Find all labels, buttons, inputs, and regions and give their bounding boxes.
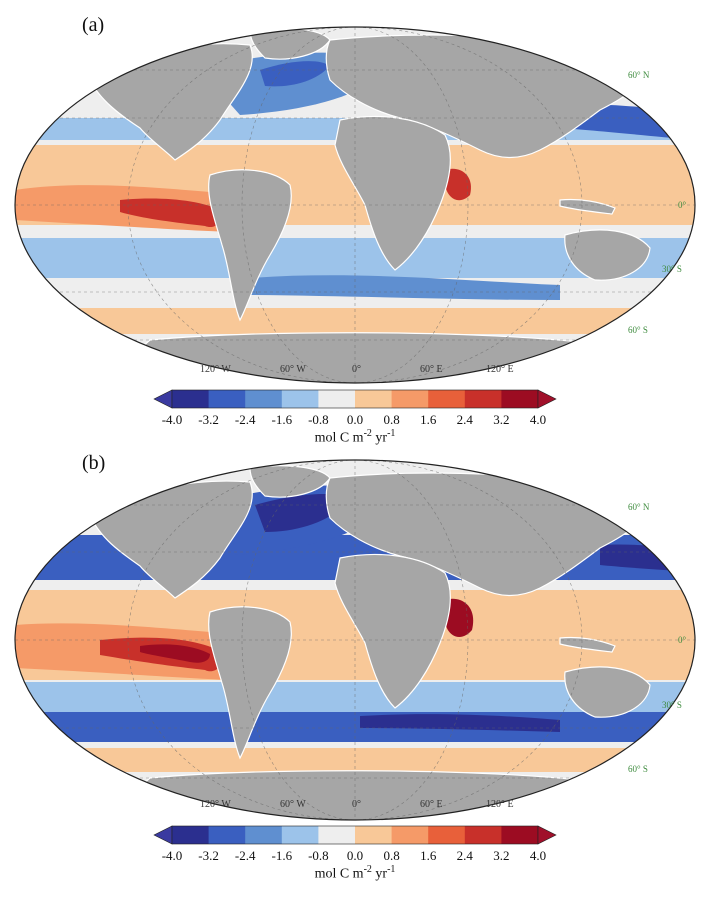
lat-label: 30° S bbox=[662, 700, 682, 710]
colorbar-tick-label: -0.8 bbox=[308, 412, 329, 427]
southern-ocean-sink bbox=[250, 275, 560, 300]
colorbar-swatch bbox=[318, 390, 356, 408]
south-america bbox=[208, 606, 292, 760]
colorbar-swatch bbox=[501, 826, 539, 844]
lat-label: 60° N bbox=[628, 70, 650, 80]
colorbar-under-arrow bbox=[153, 389, 173, 409]
lon-label: 120° W bbox=[200, 799, 231, 810]
lon-label: 120° E bbox=[486, 799, 514, 810]
lon-label: 120° W bbox=[200, 364, 231, 375]
colorbar-swatch bbox=[245, 826, 283, 844]
colorbar-swatch bbox=[208, 390, 246, 408]
colorbar-swatch bbox=[391, 826, 429, 844]
colorbar-swatch bbox=[172, 390, 210, 408]
lon-label: 0° bbox=[352, 799, 361, 810]
map-panel-b: 120° W 60° W 0° 60° E 120° E 60° N 0° 30… bbox=[14, 459, 696, 821]
colorbar-under-arrow bbox=[153, 825, 173, 845]
map-panel-a: 120° W 60° W 0° 60° E 120° E 60° N 0° 30… bbox=[14, 26, 696, 384]
colorbar-swatch bbox=[281, 826, 319, 844]
colorbar-b: mol C m-2 yr-1 -4.0 -3.2 -2.4 -1.6 -0.8 0.0 0.… bbox=[150, 824, 560, 882]
colorbar-a: mol C m-2 yr-1 -4.0 -3.2 -2.4 -1.6 -0.8 0.0 0.… bbox=[150, 388, 560, 446]
colorbar-tick-label: -1.6 bbox=[271, 848, 293, 863]
colorbar-tick-label: 0.0 bbox=[346, 848, 364, 863]
equatorial-pacific-core bbox=[120, 198, 222, 228]
indonesia bbox=[559, 636, 616, 653]
colorbar-tick-label: -3.2 bbox=[198, 848, 219, 863]
colorbar-tick-label: -0.8 bbox=[308, 848, 329, 863]
colorbar-tick-label: -3.2 bbox=[198, 412, 219, 427]
colorbar-tick-label: 3.2 bbox=[493, 848, 510, 863]
colorbar-tick-label: -4.0 bbox=[161, 848, 183, 863]
colorbar-tick-label: 0.8 bbox=[383, 848, 400, 863]
lon-label: 60° E bbox=[420, 799, 443, 810]
colorbar-over-arrow bbox=[537, 825, 557, 845]
australia bbox=[564, 229, 651, 281]
colorbar-tick-label: 4.0 bbox=[529, 848, 547, 863]
south-america bbox=[208, 169, 292, 322]
panel-b-label: (b) bbox=[82, 452, 106, 474]
colorbar-tick-label: 1.6 bbox=[420, 412, 437, 427]
north-atlantic-core bbox=[260, 61, 330, 87]
panel-a-label: (a) bbox=[82, 14, 105, 36]
colorbar-swatch bbox=[464, 390, 502, 408]
australia bbox=[564, 666, 651, 718]
lat-label: 60° S bbox=[628, 764, 648, 774]
colorbar-tick-label: 1.6 bbox=[420, 848, 437, 863]
lon-label: 60° W bbox=[280, 364, 306, 375]
colorbar-swatch bbox=[391, 390, 429, 408]
colorbar-tick-label: 0.0 bbox=[346, 412, 364, 427]
colorbar-units: mol C m-2 yr-1 bbox=[314, 428, 396, 446]
lat-label: 0° bbox=[678, 635, 687, 645]
southern-ocean-core bbox=[360, 714, 560, 732]
colorbar-tick-label: -1.6 bbox=[271, 412, 293, 427]
colorbar-tick-label: 4.0 bbox=[529, 412, 547, 427]
colorbar-swatch bbox=[281, 390, 319, 408]
lat-label: 60° N bbox=[628, 502, 650, 512]
colorbar-tick-label: -2.4 bbox=[234, 848, 256, 863]
colorbar-swatch bbox=[172, 826, 210, 844]
colorbar-units: mol C m-2 yr-1 bbox=[314, 864, 396, 882]
colorbar-swatches bbox=[153, 389, 557, 409]
lon-label: 60° W bbox=[280, 799, 306, 810]
colorbar-tick-label: 2.4 bbox=[456, 412, 473, 427]
lat-label: 60° S bbox=[628, 325, 648, 335]
map-outline bbox=[14, 459, 696, 821]
colorbar-swatch bbox=[208, 826, 246, 844]
graticule bbox=[15, 460, 695, 820]
antarctica bbox=[98, 332, 622, 383]
colorbar-over-arrow bbox=[537, 389, 557, 409]
graticule bbox=[15, 27, 695, 383]
antarctica bbox=[98, 770, 622, 820]
colorbar-swatch bbox=[245, 390, 283, 408]
equatorial-pacific-peak bbox=[140, 644, 210, 663]
colorbar-swatch bbox=[428, 390, 466, 408]
colorbar-swatch bbox=[464, 826, 502, 844]
colorbar-swatch bbox=[355, 826, 393, 844]
indonesia bbox=[559, 198, 616, 215]
colorbar-tick-label: -4.0 bbox=[161, 412, 183, 427]
lon-label: 120° E bbox=[486, 364, 514, 375]
colorbar-tick-label: 0.8 bbox=[383, 412, 400, 427]
colorbar-swatch bbox=[428, 826, 466, 844]
africa bbox=[334, 553, 451, 709]
colorbar-tick-label: 2.4 bbox=[456, 848, 473, 863]
arabian-sea-source bbox=[445, 168, 471, 201]
lat-label: 30° S bbox=[662, 264, 682, 274]
lat-label: 0° bbox=[678, 200, 687, 210]
colorbar-swatch bbox=[501, 390, 539, 408]
lon-label: 60° E bbox=[420, 364, 443, 375]
africa bbox=[334, 115, 451, 271]
greenland bbox=[249, 465, 331, 498]
lon-label: 0° bbox=[352, 364, 361, 375]
colorbar-swatches bbox=[153, 825, 557, 845]
colorbar-swatch bbox=[318, 826, 356, 844]
colorbar-swatch bbox=[355, 390, 393, 408]
colorbar-tick-label: 3.2 bbox=[493, 412, 510, 427]
colorbar-tick-label: -2.4 bbox=[234, 412, 256, 427]
map-outline bbox=[14, 26, 696, 384]
